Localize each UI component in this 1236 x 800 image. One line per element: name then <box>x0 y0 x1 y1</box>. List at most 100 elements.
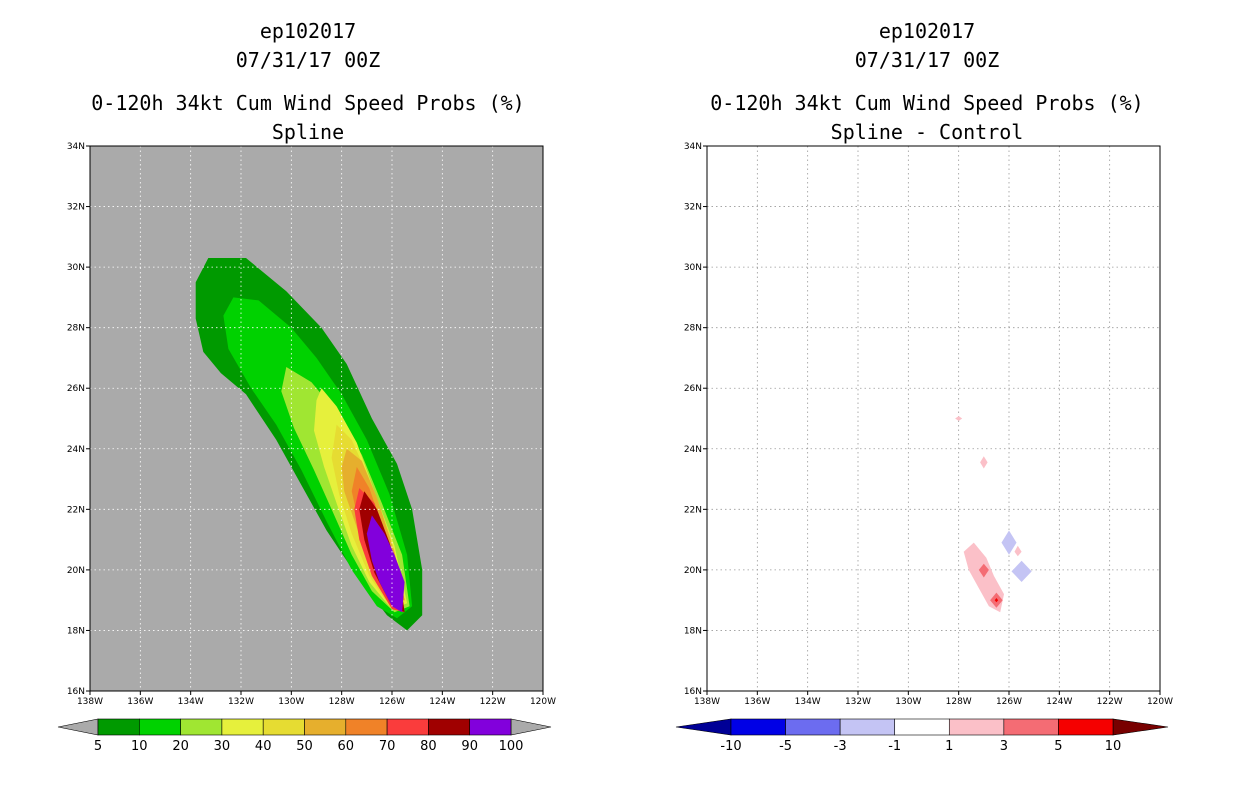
left-x-axis: 138W 136W 134W 132W 130W 128W 126W 124W 122W 120W <box>77 691 556 707</box>
right-xtick-label: 120W <box>1147 697 1173 707</box>
left-xtick-label: 124W <box>429 697 455 707</box>
left-ytick-label: 24N <box>67 445 85 455</box>
right-ytick-label: 30N <box>684 263 702 273</box>
right-xtick-label: 128W <box>946 697 972 707</box>
right-colorbar-label: 1 <box>945 739 953 754</box>
right-contours <box>955 416 1032 613</box>
left-colorbar-label: 70 <box>379 739 396 754</box>
right-colorbar-right-triangle <box>1112 718 1169 736</box>
left-title-datetime: 07/31/17 00Z <box>236 48 381 72</box>
right-plot-area <box>707 146 1160 691</box>
left-panel: ep102017 07/31/17 00Z 0-120h 34kt Cum Wi… <box>57 19 556 754</box>
left-colorbar-swatch <box>139 718 181 736</box>
right-contour-level-1 <box>1014 545 1022 557</box>
left-colorbar-label: 80 <box>420 739 437 754</box>
left-ytick-label: 20N <box>67 566 85 576</box>
right-colorbar-label: -10 <box>720 739 741 754</box>
left-colorbar-label: 40 <box>255 739 272 754</box>
right-colorbar-left-triangle <box>675 718 732 736</box>
right-contour-level-3 <box>978 563 989 578</box>
left-colorbar-label: 20 <box>172 739 189 754</box>
left-xtick-label: 120W <box>530 697 556 707</box>
left-ytick-label: 32N <box>67 203 85 213</box>
left-colorbar-label: 10 <box>131 739 148 754</box>
right-xtick-label: 130W <box>895 697 921 707</box>
right-contour-level-1 <box>955 416 963 421</box>
left-colorbar: 5 10 20 30 40 50 60 70 80 90 100 <box>57 718 552 754</box>
left-colorbar-swatch <box>262 718 305 736</box>
right-xtick-label: 124W <box>1046 697 1072 707</box>
right-contour-level-1 <box>963 542 1004 613</box>
left-ytick-label: 30N <box>67 263 85 273</box>
right-colorbar-swatch <box>1058 718 1114 736</box>
left-subtitle: Spline <box>272 120 344 144</box>
left-colorbar-swatch <box>428 718 470 736</box>
left-colorbar-swatch <box>180 718 223 736</box>
right-colorbar-label: -3 <box>834 739 847 754</box>
left-ytick-label: 16N <box>67 687 85 697</box>
left-xtick-label: 126W <box>379 697 405 707</box>
left-gridlines <box>90 146 543 691</box>
left-colorbar-label: 90 <box>461 739 478 754</box>
right-ytick-label: 20N <box>684 566 702 576</box>
right-ytick-label: 22N <box>684 505 702 515</box>
left-ytick-label: 34N <box>67 142 85 152</box>
left-colorbar-swatch <box>97 718 140 736</box>
left-y-axis: 16N 18N 20N 22N 24N 26N 28N 30N 32N 34N <box>67 142 90 697</box>
left-title-product: 0-120h 34kt Cum Wind Speed Probs (%) <box>91 91 524 115</box>
left-xtick-label: 122W <box>480 697 506 707</box>
left-ytick-label: 26N <box>67 384 85 394</box>
left-xtick-label: 132W <box>228 697 254 707</box>
right-colorbar-swatch <box>1003 718 1059 736</box>
right-ytick-label: 26N <box>684 384 702 394</box>
right-xtick-label: 136W <box>744 697 770 707</box>
left-colorbar-label: 50 <box>296 739 313 754</box>
left-ytick-label: 18N <box>67 626 85 636</box>
left-contours <box>195 258 423 631</box>
right-colorbar-label: -1 <box>888 739 901 754</box>
left-title-storm-id: ep102017 <box>260 19 356 43</box>
left-plot-frame <box>89 145 544 692</box>
left-xtick-label: 128W <box>329 697 355 707</box>
right-x-axis: 138W 136W 134W 132W 130W 128W 126W 124W 122W 120W <box>694 691 1173 707</box>
right-colorbar-swatch <box>785 718 841 736</box>
left-colorbar-left-triangle <box>57 718 99 736</box>
left-colorbar-swatch <box>469 718 512 736</box>
left-xtick-label: 130W <box>278 697 304 707</box>
left-ytick-label: 22N <box>67 505 85 515</box>
right-title-storm-id: ep102017 <box>879 19 975 43</box>
left-contour-level-90 <box>366 515 405 613</box>
right-xtick-label: 134W <box>795 697 821 707</box>
right-gridlines <box>707 146 1160 691</box>
right-colorbar-label: 10 <box>1105 739 1122 754</box>
left-xtick-label: 136W <box>127 697 153 707</box>
right-xtick-label: 126W <box>996 697 1022 707</box>
right-colorbar: -10 -5 -3 -1 1 3 5 10 <box>675 718 1169 754</box>
left-xtick-label: 134W <box>178 697 204 707</box>
right-colorbar-label: 5 <box>1054 739 1062 754</box>
right-subtitle: Spline - Control <box>831 120 1024 144</box>
right-ytick-label: 28N <box>684 324 702 334</box>
left-colorbar-swatch <box>345 718 388 736</box>
right-colorbar-swatch <box>839 718 896 736</box>
right-contour-level-5 <box>994 598 999 603</box>
right-ytick-label: 32N <box>684 203 702 213</box>
left-colorbar-label: 100 <box>499 739 524 754</box>
right-panel: ep102017 07/31/17 00Z 0-120h 34kt Cum Wi… <box>675 19 1173 754</box>
right-colorbar-label: -5 <box>779 739 792 754</box>
right-y-axis: 16N 18N 20N 22N 24N 26N 28N 30N 32N 34N <box>684 142 707 697</box>
right-colorbar-swatch <box>730 718 786 736</box>
right-colorbar-swatch <box>894 718 950 736</box>
right-colorbar-swatch <box>948 718 1005 736</box>
right-title-product: 0-120h 34kt Cum Wind Speed Probs (%) <box>710 91 1143 115</box>
right-xtick-label: 138W <box>694 697 720 707</box>
right-plot-frame <box>706 145 1161 692</box>
right-colorbar-label: 3 <box>1000 739 1008 754</box>
right-ytick-label: 34N <box>684 142 702 152</box>
left-xtick-label: 138W <box>77 697 103 707</box>
right-contour-level--1 <box>1011 560 1032 582</box>
left-colorbar-swatch <box>304 718 347 736</box>
left-colorbar-label: 30 <box>214 739 231 754</box>
left-ytick-label: 28N <box>67 324 85 334</box>
